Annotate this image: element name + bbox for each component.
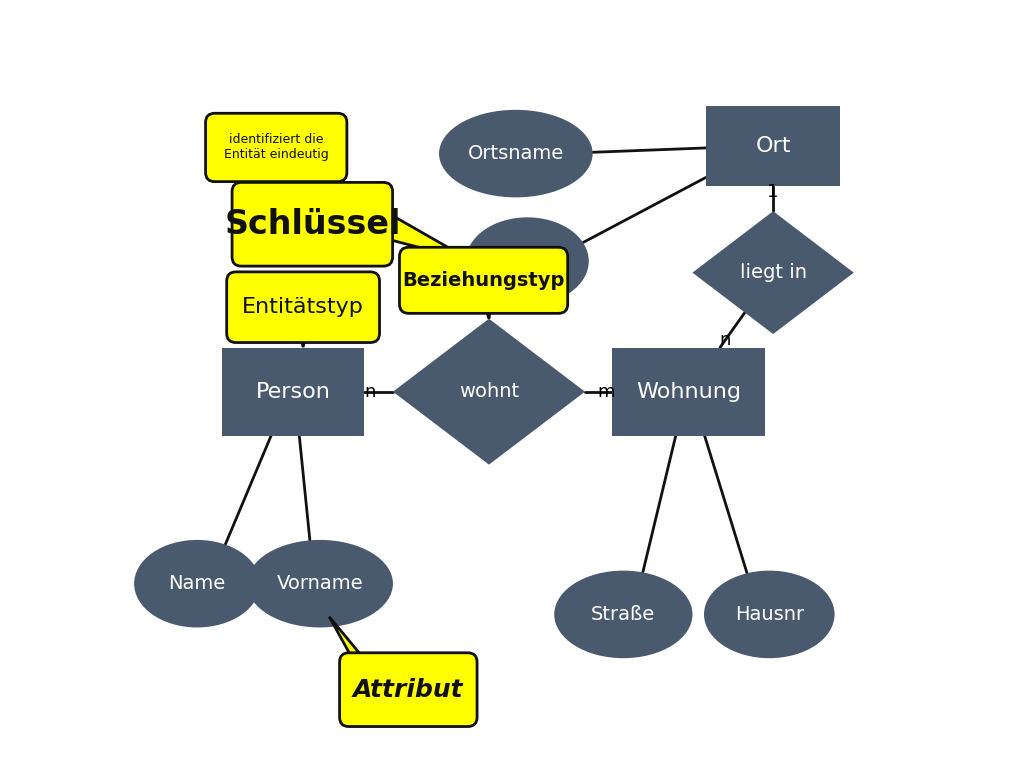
Text: Schlüssel: Schlüssel bbox=[224, 208, 400, 240]
FancyBboxPatch shape bbox=[232, 183, 392, 266]
Text: Attribut: Attribut bbox=[353, 677, 464, 702]
Polygon shape bbox=[383, 210, 472, 261]
FancyBboxPatch shape bbox=[612, 347, 766, 436]
Text: Vorname: Vorname bbox=[276, 574, 364, 593]
Text: n: n bbox=[720, 331, 731, 349]
FancyBboxPatch shape bbox=[206, 113, 347, 181]
Text: Hausnr: Hausnr bbox=[734, 605, 804, 624]
FancyBboxPatch shape bbox=[222, 347, 365, 436]
Text: Ort: Ort bbox=[756, 136, 791, 156]
Text: PLZ: PLZ bbox=[509, 252, 546, 270]
Ellipse shape bbox=[705, 571, 835, 658]
Text: Beziehungstyp: Beziehungstyp bbox=[402, 271, 565, 290]
Polygon shape bbox=[692, 211, 854, 334]
Ellipse shape bbox=[439, 110, 593, 197]
Text: identifiziert die
Entität eindeutig: identifiziert die Entität eindeutig bbox=[224, 134, 329, 161]
FancyBboxPatch shape bbox=[340, 653, 477, 727]
Text: Entitätstyp: Entitätstyp bbox=[242, 297, 365, 317]
Polygon shape bbox=[470, 257, 498, 319]
FancyBboxPatch shape bbox=[706, 105, 841, 187]
Text: wohnt: wohnt bbox=[459, 382, 519, 401]
FancyBboxPatch shape bbox=[226, 272, 380, 343]
Text: m: m bbox=[597, 382, 614, 401]
Polygon shape bbox=[393, 319, 585, 465]
Ellipse shape bbox=[554, 571, 692, 658]
FancyBboxPatch shape bbox=[399, 247, 567, 313]
Polygon shape bbox=[290, 281, 317, 347]
Text: Straße: Straße bbox=[591, 605, 655, 624]
Text: Ortsname: Ortsname bbox=[468, 144, 564, 163]
Text: liegt in: liegt in bbox=[739, 263, 807, 282]
Text: Person: Person bbox=[256, 382, 331, 402]
Text: 1: 1 bbox=[767, 183, 779, 200]
Text: Name: Name bbox=[169, 574, 225, 593]
Polygon shape bbox=[330, 617, 413, 717]
Ellipse shape bbox=[247, 540, 393, 627]
Ellipse shape bbox=[466, 217, 589, 305]
Ellipse shape bbox=[134, 540, 260, 627]
Text: n: n bbox=[365, 382, 376, 401]
Text: Wohnung: Wohnung bbox=[636, 382, 741, 402]
